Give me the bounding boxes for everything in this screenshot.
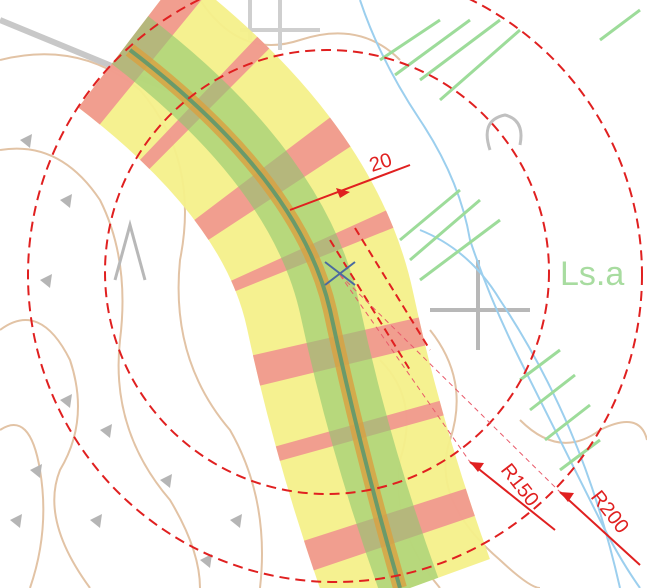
terrain-symbols <box>10 134 242 568</box>
vegetation-hatch <box>379 8 641 472</box>
inner-radius-circle <box>104 49 550 495</box>
map-symbol <box>485 113 523 151</box>
inner-radius-label: R150 <box>496 460 543 511</box>
dimensions <box>289 164 641 566</box>
map-label: Ls.a <box>560 255 624 293</box>
map-symbol <box>113 219 147 281</box>
streams <box>359 0 641 588</box>
map-symbol <box>430 260 530 350</box>
corridor <box>77 0 490 588</box>
outer-radius-label: R200 <box>586 487 633 538</box>
outer-radius-circle <box>27 0 643 583</box>
